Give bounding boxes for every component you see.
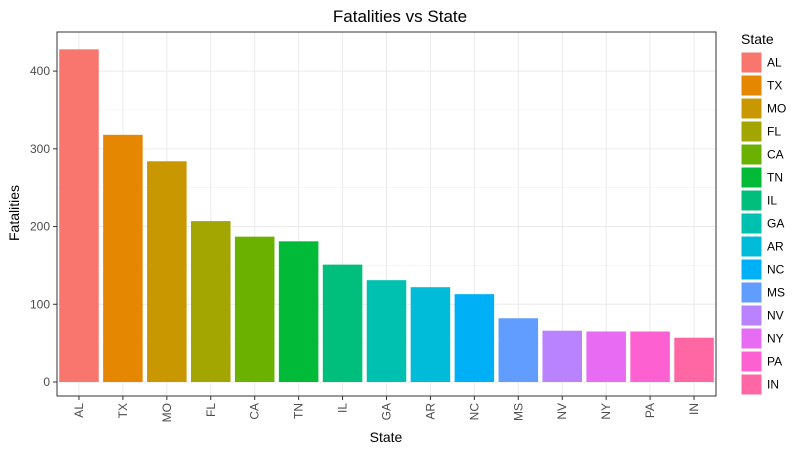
bar-mo: [147, 161, 187, 382]
legend-label: AL: [767, 56, 782, 70]
legend-title: State: [741, 31, 774, 47]
x-tick-label: GA: [380, 403, 394, 420]
legend-label: NV: [767, 309, 784, 323]
bar-tx: [103, 134, 143, 382]
x-tick-label: AL: [72, 403, 86, 418]
legend-swatch-ny: [740, 327, 763, 350]
legend-swatch-tx: [740, 74, 763, 97]
y-axis: 0 100 200 300 400: [30, 64, 57, 389]
y-tick-label: 200: [30, 220, 50, 234]
y-tick-label: 0: [43, 375, 50, 389]
chart-title: Fatalities vs State: [333, 7, 467, 26]
x-tick-label: NV: [555, 403, 569, 420]
legend-swatch-in: [740, 373, 763, 396]
legend-swatch-ga: [740, 212, 763, 235]
legend-swatch-mo: [740, 97, 763, 120]
legend-swatch-ms: [740, 281, 763, 304]
x-tick-label: AR: [423, 403, 437, 420]
legend-swatch-ar: [740, 235, 763, 258]
x-tick-label: IL: [336, 403, 350, 413]
legend-swatch-ca: [740, 143, 763, 166]
bar-al: [59, 49, 99, 383]
legend-swatch-nv: [740, 304, 763, 327]
y-tick-label: 100: [30, 297, 50, 311]
x-tick-label: IN: [687, 403, 701, 415]
legend-label: IN: [767, 378, 779, 392]
legend-swatch-tn: [740, 166, 763, 189]
legend-items: AL TX MO FL CA TN IL GA AR NC MS NV NY PA IN: [740, 51, 786, 396]
x-tick-label: CA: [248, 403, 262, 420]
legend-label: GA: [767, 217, 784, 231]
legend-label: AR: [767, 240, 784, 254]
x-tick-label: MS: [511, 403, 525, 421]
bar-ar: [410, 287, 451, 382]
y-axis-title: Fatalities: [6, 185, 22, 241]
legend-label: IL: [767, 194, 777, 208]
legend-label: NC: [767, 263, 785, 277]
y-tick-label: 300: [30, 142, 50, 156]
legend-label: TX: [767, 79, 782, 93]
bar-tn: [278, 241, 319, 382]
bar-pa: [630, 331, 670, 382]
x-tick-label: PA: [643, 403, 657, 418]
legend-label: CA: [767, 148, 784, 162]
x-tick-label: NY: [599, 403, 613, 420]
bar-ga: [366, 280, 407, 382]
x-tick-label: MO: [160, 403, 174, 422]
legend-label: PA: [767, 355, 782, 369]
legend: State AL TX MO FL CA TN IL GA AR NC MS NV NY PA IN: [740, 31, 786, 396]
x-tick-label: TN: [292, 403, 306, 419]
x-axis: AL TX MO FL CA TN IL GA AR NC MS NV NY PA IN: [72, 396, 701, 422]
bar-il: [322, 264, 363, 382]
legend-label: TN: [767, 171, 783, 185]
bar-ny: [586, 331, 626, 382]
legend-swatch-nc: [740, 258, 763, 281]
legend-label: FL: [767, 125, 781, 139]
y-tick-label: 400: [30, 64, 50, 78]
bar-nc: [454, 294, 495, 382]
legend-label: MS: [767, 286, 785, 300]
legend-swatch-pa: [740, 350, 763, 373]
x-tick-label: FL: [204, 403, 218, 417]
bars: [59, 49, 714, 383]
bar-nv: [542, 330, 583, 382]
x-axis-title: State: [370, 429, 403, 445]
bar-ca: [234, 236, 275, 382]
legend-swatch-al: [740, 51, 763, 74]
bar-ms: [498, 318, 539, 382]
x-tick-label: NC: [467, 403, 481, 421]
legend-label: NY: [767, 332, 784, 346]
legend-swatch-fl: [740, 120, 763, 143]
legend-swatch-il: [740, 189, 763, 212]
bar-in: [674, 337, 714, 382]
legend-label: MO: [767, 102, 786, 116]
bar-fl: [190, 221, 231, 382]
x-tick-label: TX: [116, 403, 130, 418]
